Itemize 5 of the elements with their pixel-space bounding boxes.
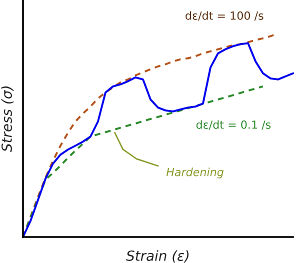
annotation: dε/dt = 0.1 /s <box>196 120 271 130</box>
x-axis-title: Strain (ε) <box>126 250 189 263</box>
text: dε/dt = 100 /s <box>186 11 264 21</box>
y-axis-title: Stress (σ) <box>1 86 14 152</box>
annotation: Hardening <box>166 168 224 178</box>
